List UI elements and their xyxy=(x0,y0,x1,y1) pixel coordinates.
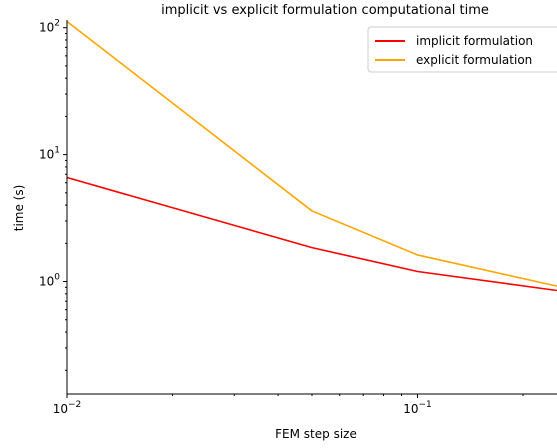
series-layer xyxy=(66,20,557,292)
legend-label-1: implicit formulation xyxy=(416,34,533,48)
y-tick-label: 102 xyxy=(39,19,60,35)
x-axis-title: FEM step size xyxy=(275,427,357,441)
x-axis-ticks: 10−2 10−1 xyxy=(53,394,524,416)
legend-box xyxy=(367,26,557,73)
legend-label-2: explicit formulation xyxy=(416,53,532,67)
y-tick-label: 100 xyxy=(39,273,60,289)
x-tick-label: 10−1 xyxy=(403,400,432,416)
y-axis-ticks: 100 101 102 xyxy=(39,19,67,371)
plot-area: 10−2 10−1 100 101 102 xyxy=(39,19,557,416)
y-tick-label: 101 xyxy=(39,146,60,162)
y-axis-title: time (s) xyxy=(12,185,26,232)
legend: implicit formulation explicit formulation xyxy=(367,26,557,73)
series-line-2 xyxy=(66,20,557,287)
x-tick-label: 10−2 xyxy=(53,400,82,416)
chart-title: implicit vs explicit formulation computa… xyxy=(161,3,489,18)
series-line-1 xyxy=(66,176,557,292)
